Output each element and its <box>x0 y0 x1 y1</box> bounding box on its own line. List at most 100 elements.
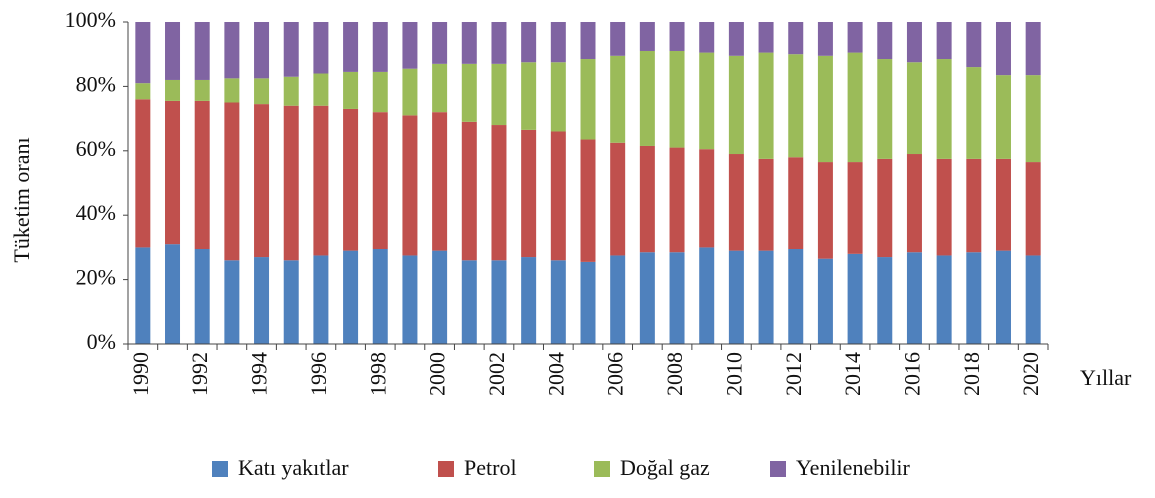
bar-segment <box>165 244 181 344</box>
legend-label: Petrol <box>464 455 517 480</box>
bar-segment <box>135 22 151 84</box>
bar-segment <box>847 52 863 163</box>
bar-segment <box>254 104 270 258</box>
bar-segment <box>817 162 833 259</box>
bar-segment <box>283 105 299 261</box>
bar-segment <box>1025 162 1041 256</box>
bar-segment <box>936 59 952 159</box>
bar-segment <box>758 52 774 159</box>
x-tick-label: 2010 <box>721 352 746 396</box>
bar-segment <box>936 255 952 344</box>
bar-segment <box>788 249 804 344</box>
bar-segment <box>817 22 833 56</box>
x-tick-label: 1992 <box>187 352 212 396</box>
bar-segment <box>906 62 922 155</box>
bar-segment <box>491 125 507 261</box>
x-tick-label: 2000 <box>425 352 450 396</box>
bar-segment <box>610 142 626 256</box>
y-axis-label: Tüketim oranı <box>9 137 34 262</box>
x-tick-label: 2012 <box>781 352 806 396</box>
bar-segment <box>728 55 744 155</box>
bar-segment <box>877 158 893 258</box>
bar-segment <box>343 71 359 109</box>
bar-segment <box>639 50 655 146</box>
bar-segment <box>580 22 596 60</box>
bar-segment <box>906 154 922 253</box>
bar-segment <box>194 79 210 101</box>
bar-segment <box>580 261 596 344</box>
bar-segment <box>313 73 329 106</box>
bar-segment <box>521 257 537 344</box>
bar-segment <box>343 22 359 72</box>
bar-segment <box>699 149 715 248</box>
x-axis-label: Yıllar <box>1080 365 1132 390</box>
bar-segment <box>550 62 566 132</box>
bar-segment <box>1025 22 1041 76</box>
bar-segment <box>788 157 804 250</box>
bar-segment <box>313 255 329 344</box>
bar-segment <box>224 102 240 261</box>
x-tick-label: 2020 <box>1018 352 1043 396</box>
y-tick-label: 80% <box>76 71 116 96</box>
y-tick-label: 40% <box>76 200 116 225</box>
bar-segment <box>995 22 1011 76</box>
bar-segment <box>669 147 685 253</box>
bar-segment <box>906 22 922 63</box>
bar-segment <box>254 257 270 344</box>
bar-segment <box>402 115 418 256</box>
legend-label: Doğal gaz <box>620 455 710 480</box>
bar-segment <box>313 105 329 256</box>
bar-segment <box>402 22 418 69</box>
bar-segment <box>194 249 210 344</box>
bar-segment <box>610 22 626 56</box>
bar-segment <box>135 99 151 248</box>
bar-segment <box>966 67 982 159</box>
x-tick-label: 2014 <box>840 352 865 396</box>
bar-segment <box>402 255 418 344</box>
bar-segment <box>194 100 210 250</box>
bar-segment <box>639 22 655 51</box>
legend-swatch <box>594 461 610 477</box>
bar-segment <box>550 131 566 261</box>
bar-segment <box>847 253 863 344</box>
bar-segment <box>610 55 626 143</box>
bar-segment <box>432 63 448 113</box>
bar-segment <box>521 129 537 258</box>
bar-segment <box>432 112 448 251</box>
x-tick-label: 2008 <box>662 352 687 396</box>
bar-segment <box>966 158 982 253</box>
bar-segment <box>402 68 418 116</box>
bar-segment <box>521 62 537 130</box>
bar-segment <box>194 22 210 80</box>
bar-segment <box>877 22 893 60</box>
bar-segment <box>966 22 982 68</box>
y-tick-label: 0% <box>87 329 116 354</box>
bar-segment <box>432 250 448 344</box>
bar-segment <box>847 162 863 254</box>
bar-segment <box>461 63 477 122</box>
bar-segment <box>758 22 774 53</box>
bar-segment <box>758 250 774 344</box>
bar-segment <box>995 250 1011 344</box>
x-tick-label: 1998 <box>365 352 390 396</box>
bar-segment <box>432 22 448 64</box>
bar-segment <box>283 260 299 344</box>
y-tick-label: 100% <box>65 7 116 32</box>
bar-segment <box>461 121 477 261</box>
bar-segment <box>135 83 151 100</box>
legend-label: Katı yakıtlar <box>238 455 349 480</box>
x-tick-label: 2002 <box>484 352 509 396</box>
bar-segment <box>461 22 477 64</box>
bar-segment <box>550 260 566 344</box>
bar-segment <box>847 22 863 53</box>
bar-segment <box>728 154 744 251</box>
bar-segment <box>610 255 626 344</box>
bar-segment <box>699 52 715 150</box>
bar-segment <box>224 22 240 79</box>
bar-segment <box>699 247 715 344</box>
bar-segment <box>521 22 537 63</box>
bar-segment <box>669 50 685 148</box>
bar-segment <box>224 78 240 103</box>
bar-segment <box>165 100 181 245</box>
x-tick-label: 2016 <box>899 352 924 396</box>
